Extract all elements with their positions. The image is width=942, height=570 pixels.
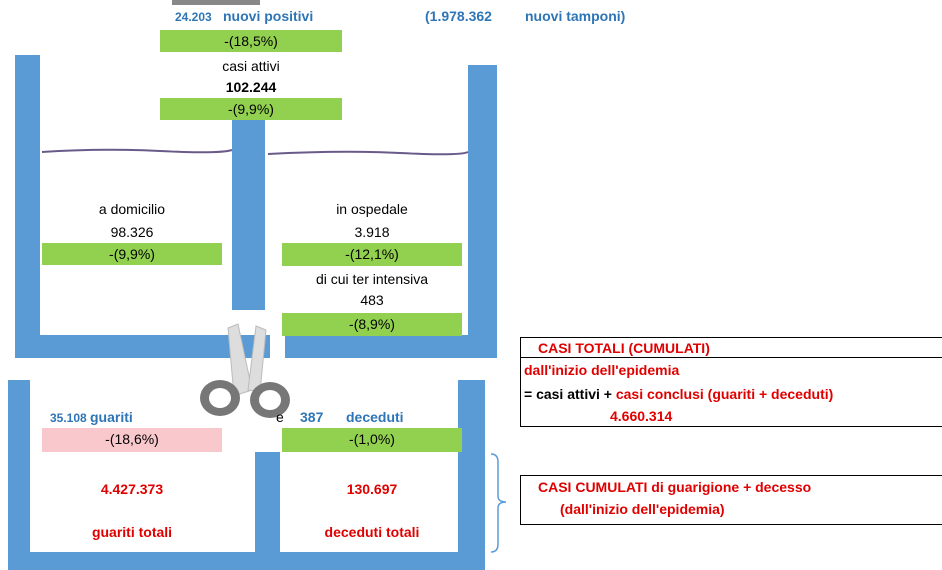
change-box: -(12,1%)	[282, 243, 462, 266]
pipes	[200, 323, 290, 418]
change-box: -(18,6%)	[42, 428, 222, 452]
formula-end: casi conclusi (guariti + deceduti)	[615, 386, 834, 402]
tests-value: (1.978.362	[425, 8, 492, 24]
cumulative-value: 4.660.314	[610, 408, 673, 424]
deceased-new-value: 387	[300, 409, 324, 425]
cumulative-box	[520, 337, 942, 427]
recovered-total-label: guariti totali	[91, 524, 173, 540]
tank-wall	[285, 335, 497, 358]
top-inlet	[172, 0, 260, 5]
intensive-value: 483	[360, 292, 384, 308]
recovered-new-label: guariti	[90, 409, 133, 425]
tank-wall	[468, 65, 497, 358]
outcomes-subtitle: (dall'inizio dell'epidemia)	[560, 501, 725, 517]
intensive-label: di cui ter intensiva	[315, 271, 429, 287]
deceased-total: 130.697	[346, 481, 398, 497]
outcomes-box	[520, 475, 942, 525]
active-label: casi attivi	[222, 58, 280, 74]
formula-start: = casi attivi +	[524, 386, 616, 402]
change-box: -(8,9%)	[282, 313, 462, 336]
home-label: a domicilio	[98, 201, 166, 217]
water-line	[41, 148, 469, 156]
tank-wall	[8, 552, 485, 570]
cumulative-title: CASI TOTALI (CUMULATI)	[538, 340, 710, 356]
connector: e	[276, 409, 284, 425]
hospital-value: 3.918	[354, 224, 390, 240]
cumulative-formula: = casi attivi + casi conclusi (guariti +…	[524, 386, 833, 402]
cumulative-subtitle: dall'inizio dell'epidemia	[524, 362, 680, 378]
active-value: 102.244	[225, 79, 277, 95]
change-box: -(18,5%)	[160, 30, 342, 52]
tank-wall	[458, 380, 485, 570]
change-box: -(1,0%)	[282, 428, 462, 452]
tank-wall	[8, 380, 30, 570]
recovered-new-value: 35.108	[50, 411, 87, 425]
divider	[520, 357, 942, 358]
home-value: 98.326	[110, 224, 154, 240]
tests-label: nuovi tamponi)	[525, 8, 626, 24]
recovered-total: 4.427.373	[100, 481, 164, 497]
hospital-label: in ospedale	[336, 201, 408, 217]
change-box: -(9,9%)	[42, 243, 222, 265]
tank-wall	[15, 335, 270, 358]
deceased-total-label: deceduti totali	[324, 524, 420, 540]
new-positives-label: nuovi positivi	[223, 8, 314, 24]
tank-pillar	[255, 452, 280, 570]
new-positives-value: 24.203	[175, 10, 212, 24]
outcomes-title: CASI CUMULATI di guarigione + decesso	[538, 479, 812, 495]
deceased-new-label: deceduti	[346, 409, 404, 425]
tank-pillar	[232, 120, 265, 310]
bracket	[490, 453, 507, 553]
change-box: -(9,9%)	[160, 98, 342, 120]
tank-wall	[15, 55, 40, 345]
